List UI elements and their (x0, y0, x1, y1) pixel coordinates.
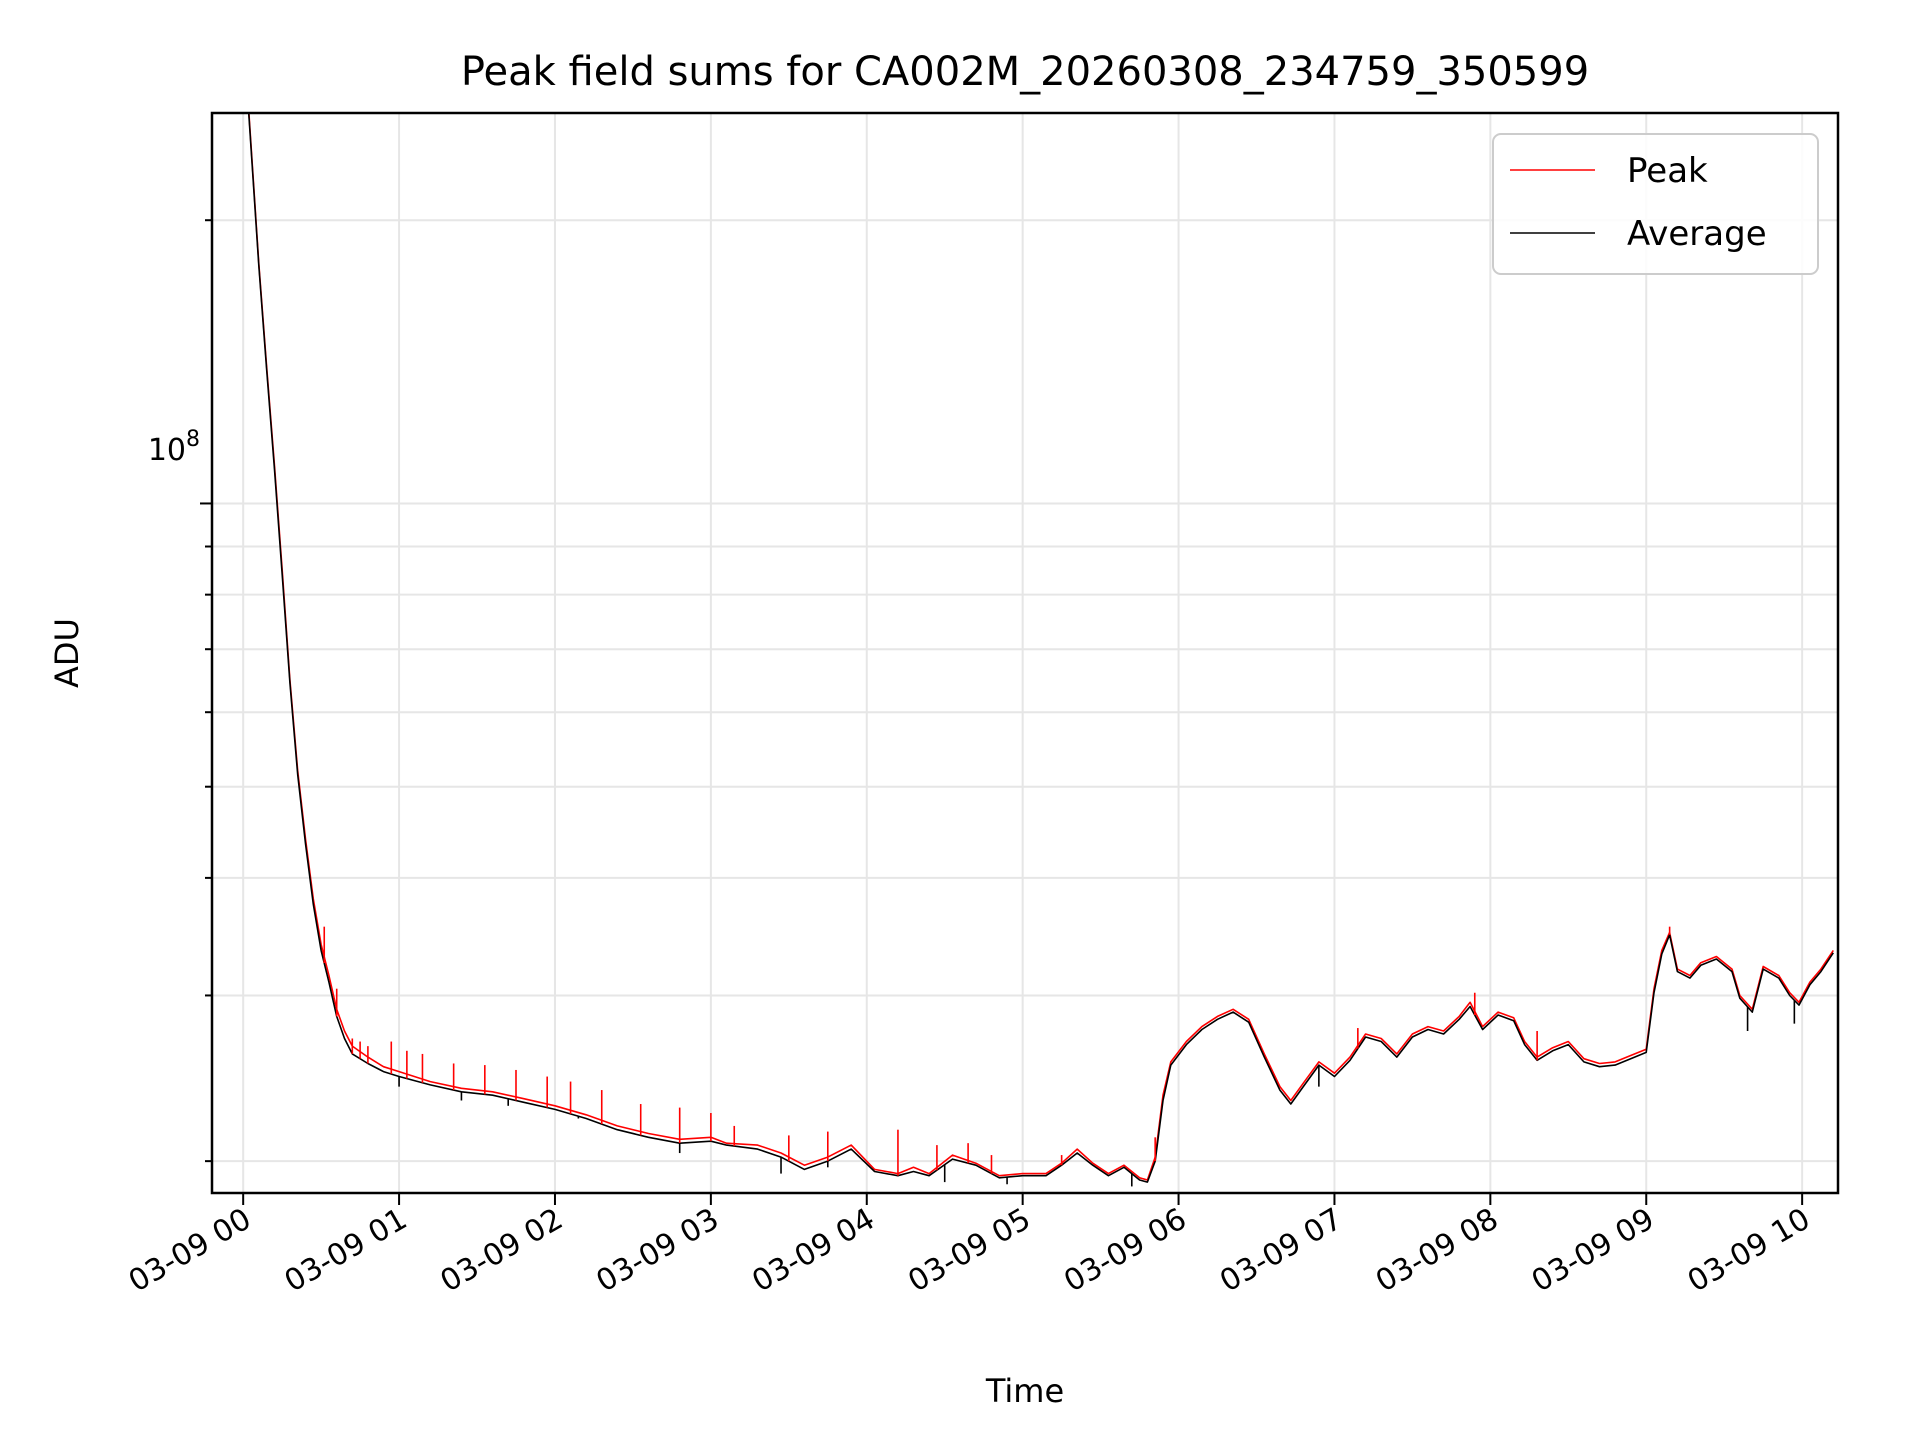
y-tick-label-1e8: 108 (148, 427, 200, 468)
series-line-average (247, 113, 1834, 1183)
y-tick-exponent: 8 (186, 427, 200, 452)
legend-box (1492, 133, 1819, 275)
x-axis-title: Time (985, 1372, 1064, 1410)
chart-title: Peak field sums for CA002M_20260308_2347… (461, 49, 1589, 95)
plot-area (247, 113, 1834, 1187)
legend-peak-label: Peak (1627, 151, 1708, 191)
plot-frame (210, 111, 1840, 1195)
y-tick-base: 10 (148, 433, 186, 468)
legend: Peak Average (1492, 133, 1819, 275)
grid-lines (212, 113, 1838, 1193)
y-axis-title: ADU (48, 618, 86, 688)
legend-average-label: Average (1627, 214, 1767, 254)
